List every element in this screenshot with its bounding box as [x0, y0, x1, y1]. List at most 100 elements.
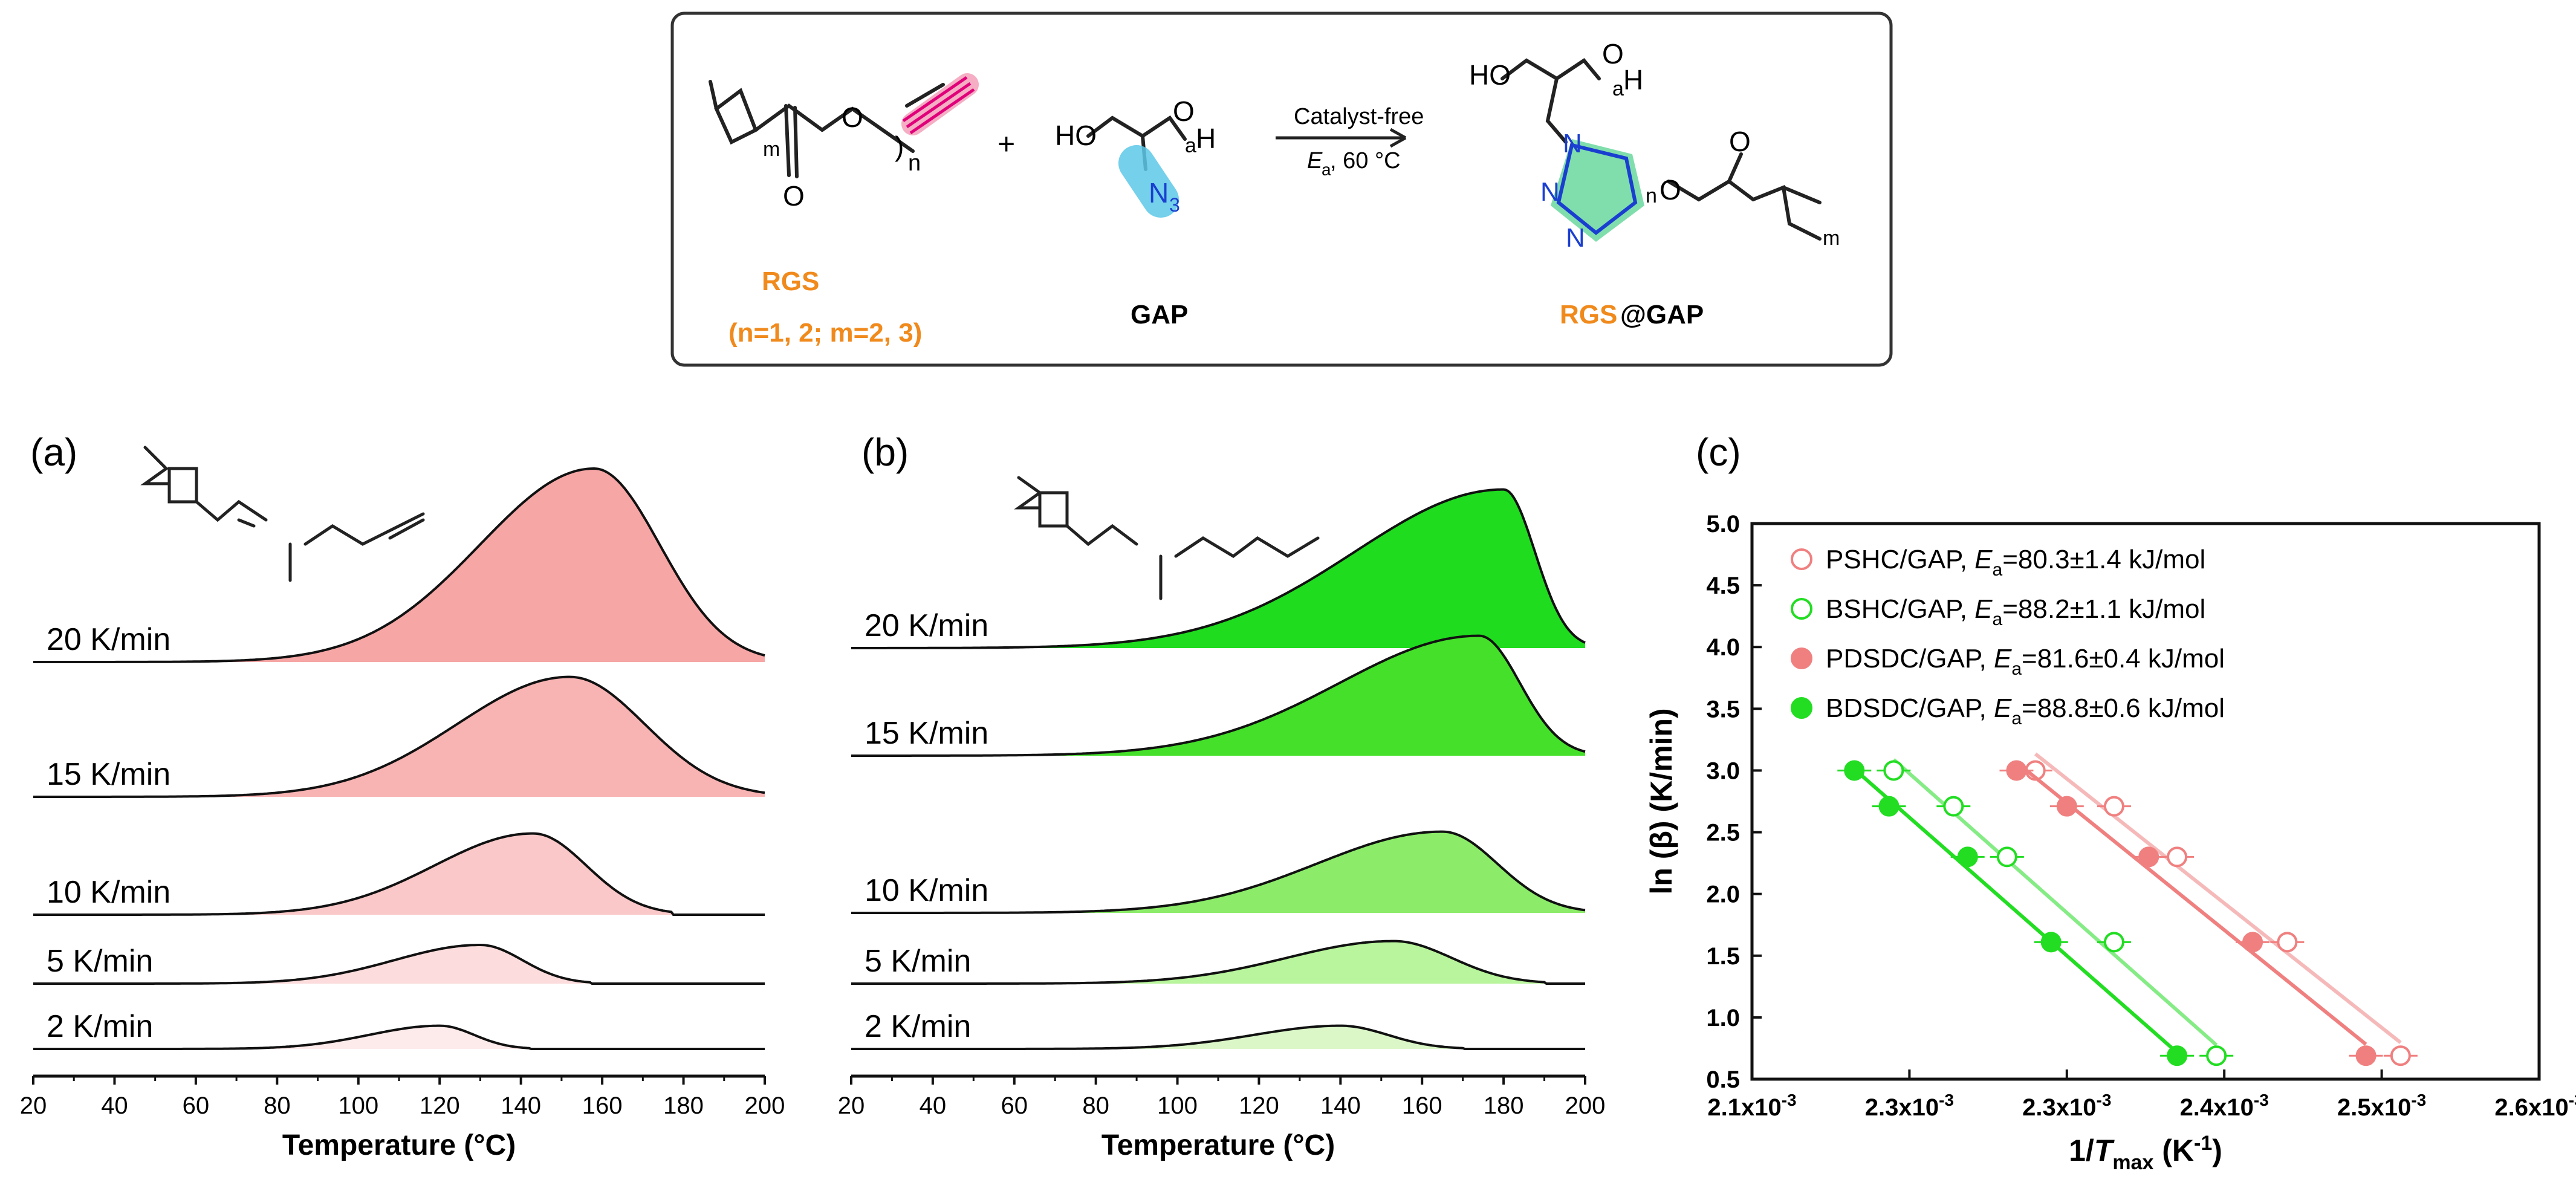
product-name-suffix: @GAP [1620, 300, 1704, 329]
curve-20Kmin [851, 488, 1586, 649]
data-point [2103, 932, 2124, 953]
panel-a-label: (a) [30, 430, 77, 474]
x-tick-label: 160 [582, 1092, 623, 1119]
y-tick-label: 4.5 [1706, 573, 1740, 599]
rgs-params: (n=1, 2; m=2, 3) [728, 318, 922, 348]
data-point [2167, 1045, 2188, 1066]
gap-a: a [1185, 134, 1196, 157]
arrow-ea: E [1307, 148, 1323, 174]
rgs-paren: ) [895, 131, 904, 162]
x-tick-label: 20 [20, 1092, 47, 1119]
data-point [2167, 846, 2188, 868]
triazole-n3: N [1566, 223, 1585, 253]
fit-line [2034, 752, 2402, 1044]
curve-15Kmin [33, 675, 765, 798]
x-tick-label: 120 [1239, 1092, 1279, 1119]
legend-marker [1791, 697, 1812, 719]
data-point [2242, 932, 2263, 953]
x-tick-label: 180 [663, 1092, 704, 1119]
data-point [2103, 796, 2124, 817]
x-tick-label: 100 [338, 1092, 378, 1119]
plot-frame [1750, 522, 2541, 1081]
curve-5Kmin [33, 944, 765, 985]
product-o: O [1602, 38, 1624, 70]
x-tick-label: 200 [745, 1092, 785, 1119]
triazole-n1: N [1563, 129, 1582, 158]
product-name-prefix: RGS [1560, 300, 1617, 329]
panel-b-label: (b) [861, 430, 909, 474]
fit-line [1892, 758, 2218, 1047]
arrow-ea-sub: a [1322, 160, 1331, 179]
arrow-head [1389, 128, 1407, 148]
curve-10Kmin [851, 830, 1586, 914]
x-tick-label: 20 [838, 1092, 865, 1119]
area-fill-15Kmin [33, 677, 765, 797]
x-tick-label: 2.1x10-3 [1707, 1091, 1796, 1121]
panel-b-chart: 20 K/min 15 K/min 10 K/min 5 K/min 2 K/min 20… [838, 488, 1606, 1161]
x-axis-title: Temperature (°C) [1101, 1129, 1335, 1161]
gap-o: O [1173, 96, 1195, 127]
product-structure [1501, 58, 1822, 241]
x-tick-label: 2.3x10-3 [2022, 1091, 2111, 1121]
y-tick-label: 1.5 [1706, 943, 1740, 970]
x-tick-label: 80 [1082, 1092, 1109, 1119]
data-point [2138, 846, 2159, 868]
x-tick-label: 140 [501, 1092, 541, 1119]
y-tick-label: 0.5 [1706, 1066, 1740, 1093]
series-label: 10 K/min [865, 873, 988, 908]
x-axis-title: Temperature (°C) [282, 1129, 516, 1161]
area-fill-15Kmin [851, 635, 1585, 756]
x-tick-label: 100 [1157, 1092, 1198, 1119]
x-tick-label: 2.3x10-3 [1865, 1091, 1954, 1121]
x-tick-label: 200 [1565, 1092, 1606, 1119]
curve-15Kmin [851, 634, 1586, 757]
area-fill-20Kmin [33, 469, 765, 662]
x-tick-label: 60 [183, 1092, 210, 1119]
series-label: 5 K/min [47, 944, 153, 979]
arrow-top-text: Catalyst-free [1294, 104, 1424, 129]
data-point [1996, 846, 2017, 868]
x-axis-title: 1/Tmax (K-1) [2069, 1132, 2222, 1174]
triazole-n2: N [1540, 177, 1560, 207]
panel-c-chart: 0.5 1.0 1.5 2.0 2.5 3.0 3.5 4.0 4.5 5.0 2.1x10-3 2.… [1644, 511, 2576, 1174]
data-point [1844, 760, 1865, 781]
panel-b-structure [1014, 476, 1320, 600]
curve-2Kmin [851, 1024, 1585, 1050]
reaction-scheme: O O ) n m RGS (n=1, 2; m=2, 3) + HO O H … [670, 11, 1893, 367]
x-tick-label: 2.6x10-3 [2494, 1091, 2576, 1121]
area-fill-5Kmin [33, 945, 765, 984]
area-fill-20Kmin [851, 489, 1585, 648]
data-point [2355, 1045, 2376, 1066]
arrow-conditions: , 60 °C [1330, 148, 1401, 174]
y-tick-label: 5.0 [1706, 511, 1740, 537]
series-label: 20 K/min [47, 622, 170, 657]
legend-marker [1791, 647, 1812, 669]
rgs-m: m [763, 138, 780, 161]
product-m: m [1823, 227, 1840, 250]
product-a: a [1612, 77, 1624, 100]
data-point [2206, 1045, 2227, 1066]
product-carbonyl-o: O [1729, 126, 1751, 157]
x-tick-label: 40 [920, 1092, 947, 1119]
series-label: 15 K/min [865, 716, 988, 751]
panel-a-chart: 20 K/min 15 K/min 10 K/min 5 K/min 2 K/min 20… [20, 467, 785, 1161]
area-fill-2Kmin [851, 1025, 1585, 1049]
azide-highlight [1118, 145, 1179, 218]
gap-h: H [1196, 123, 1216, 154]
legend-entry: BSHC/GAP, Ea=88.2±1.1 kJ/mol [1826, 594, 2205, 629]
series-label: 2 K/min [47, 1009, 153, 1044]
gap-name: GAP [1131, 300, 1188, 329]
area-fill-2Kmin [33, 1025, 765, 1049]
rgs-carbonyl-o: O [783, 180, 805, 212]
x-tick-label: 120 [420, 1092, 460, 1119]
rgs-name: RGS [762, 267, 819, 296]
area-fill-10Kmin [33, 833, 765, 915]
data-point [1878, 796, 1900, 817]
data-point [1943, 796, 1964, 817]
x-tick-label: 180 [1484, 1092, 1524, 1119]
x-tick-label: 80 [264, 1092, 291, 1119]
triazole-ring [1556, 143, 1638, 235]
product-ho: HO [1469, 59, 1511, 91]
data-point [1957, 846, 1978, 868]
alkyne-triple-bond [902, 76, 975, 135]
